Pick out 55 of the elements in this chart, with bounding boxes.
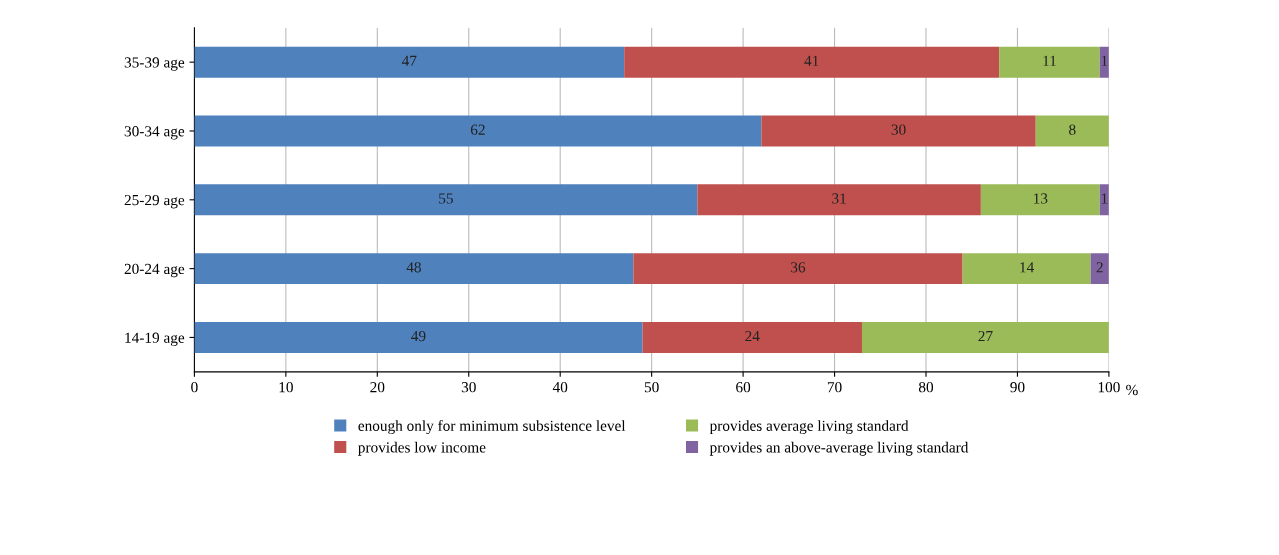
x-tick-label: 60 xyxy=(736,382,751,393)
data-label: 14 xyxy=(1020,262,1034,273)
x-axis-title: % xyxy=(1126,384,1138,396)
bar xyxy=(962,253,1091,285)
bar xyxy=(194,184,698,216)
x-tick-label: 20 xyxy=(370,382,385,393)
bar xyxy=(861,321,1109,353)
legend-label: provides an above-average living standard xyxy=(709,441,969,456)
data-label: 41 xyxy=(804,55,819,66)
bar xyxy=(1090,253,1109,285)
bar xyxy=(999,46,1100,78)
legend-label: provides average living standard xyxy=(709,420,909,435)
bar xyxy=(194,115,762,147)
x-tick-label: 10 xyxy=(279,382,293,393)
x-tick-label: 100 xyxy=(1098,382,1120,393)
data-label: 24 xyxy=(745,331,760,342)
data-label: 36 xyxy=(791,262,806,273)
data-label: 13 xyxy=(1034,193,1048,204)
data-label: 48 xyxy=(406,262,421,273)
legend-label: provides low income xyxy=(358,441,486,456)
y-tick-label: 30-34 age xyxy=(124,126,185,140)
data-label: 1 xyxy=(1101,55,1108,66)
data-label: 11 xyxy=(1043,55,1056,66)
legend-label: enough only for minimum subsistence level xyxy=(358,420,626,435)
data-label: 1 xyxy=(1101,193,1108,204)
x-tick-label: 0 xyxy=(191,382,198,393)
bar xyxy=(980,184,1100,216)
x-tick-label: 50 xyxy=(644,382,659,393)
bar xyxy=(761,115,1036,147)
bar xyxy=(1035,115,1109,147)
data-label: 62 xyxy=(470,124,485,135)
bar xyxy=(624,46,1000,78)
data-label: 2 xyxy=(1096,262,1103,273)
bar xyxy=(194,321,643,353)
x-tick-label: 80 xyxy=(918,382,934,393)
x-tick-label: 40 xyxy=(552,382,568,393)
bar xyxy=(194,253,634,285)
data-label: 31 xyxy=(832,193,846,204)
bar xyxy=(697,184,981,216)
y-tick-label: 35-39 age xyxy=(124,57,185,71)
x-tick-label: 90 xyxy=(1010,382,1025,393)
data-label: 55 xyxy=(439,193,453,204)
data-label: 49 xyxy=(411,331,426,342)
data-label: 8 xyxy=(1069,124,1076,135)
bar xyxy=(633,253,963,285)
x-tick-label: 70 xyxy=(827,382,842,393)
y-tick-label: 20-24 age xyxy=(124,263,185,278)
data-label: 27 xyxy=(978,331,993,342)
bar xyxy=(194,46,625,78)
y-tick-label: 25-29 age xyxy=(124,194,185,209)
y-tick-label: 14-19 age xyxy=(125,332,185,347)
x-tick-label: 30 xyxy=(461,382,476,393)
data-label: 30 xyxy=(891,124,906,135)
data-label: 47 xyxy=(401,55,417,66)
bar xyxy=(642,321,862,353)
